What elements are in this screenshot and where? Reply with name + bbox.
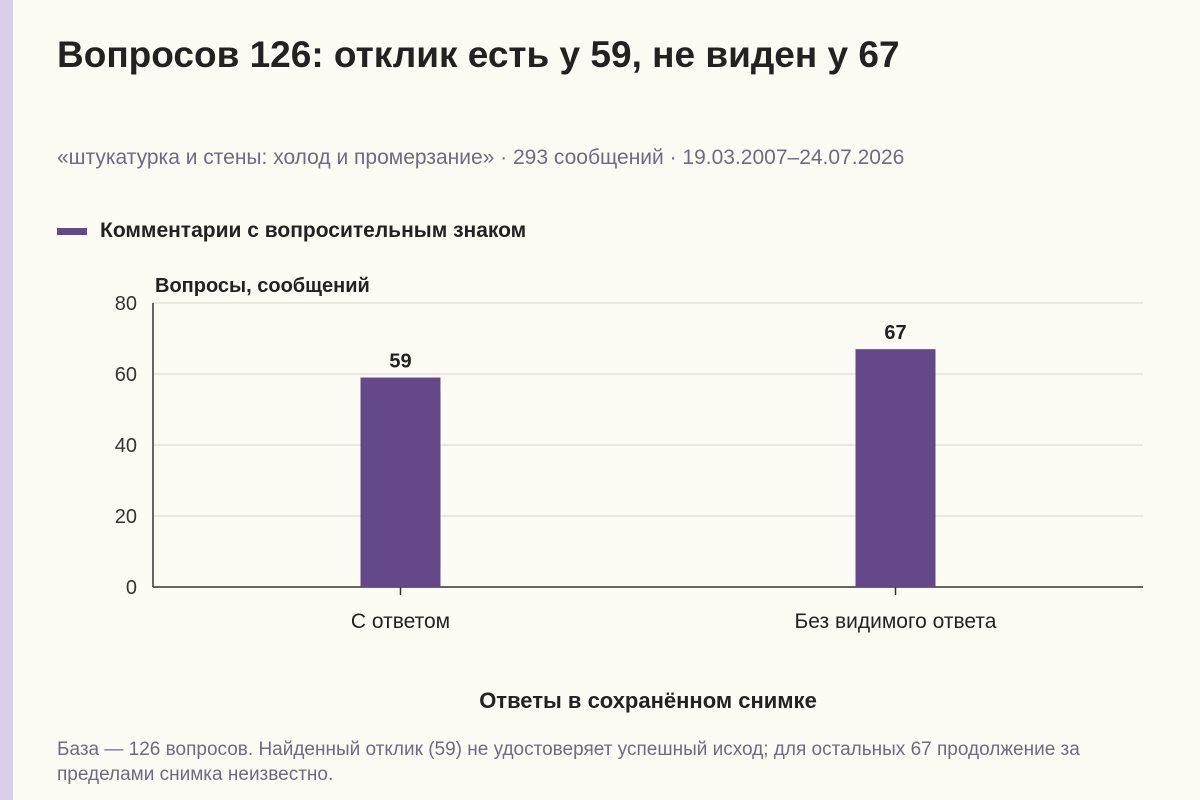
legend-label: Комментарии с вопросительным знаком <box>100 219 527 242</box>
y-axis-label: Вопросы, сообщений <box>155 275 370 297</box>
data-label: 67 <box>884 322 906 344</box>
y-tick-label: 0 <box>126 577 137 599</box>
chart-subtitle: «штукатурка и стены: холод и промерзание… <box>57 146 905 169</box>
chart-title: Вопросов 126: отклик есть у 59, не виден… <box>57 34 900 75</box>
x-axis-label: Ответы в сохранённом снимке <box>479 688 817 713</box>
y-tick-label: 80 <box>115 293 137 315</box>
data-label: 59 <box>389 351 411 373</box>
accent-strip <box>0 0 13 800</box>
legend-swatch <box>57 227 87 235</box>
bar-unanswered <box>855 349 936 587</box>
x-tick-label: С ответом <box>351 610 450 633</box>
legend: Комментарии с вопросительным знаком <box>57 219 526 243</box>
y-tick-label: 60 <box>115 364 137 386</box>
x-tick-label: Без видимого ответа <box>795 610 997 633</box>
bar-answered <box>360 377 441 587</box>
y-tick-label: 40 <box>115 435 137 457</box>
y-tick-label: 20 <box>115 506 137 528</box>
footnote: База — 126 вопросов. Найденный отклик (5… <box>57 739 1080 785</box>
